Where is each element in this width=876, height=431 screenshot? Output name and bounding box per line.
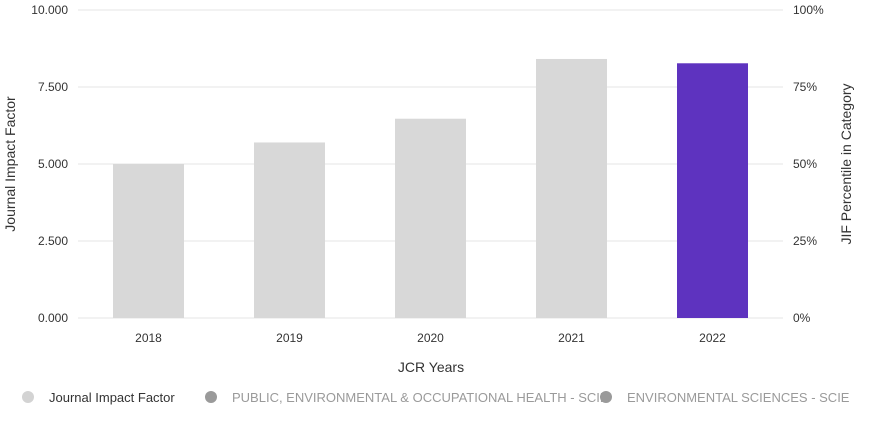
bar-2021[interactable] bbox=[536, 58, 607, 319]
legend-dot-icon bbox=[600, 391, 612, 403]
x-tick-label: 2021 bbox=[558, 331, 585, 345]
bar-2020[interactable] bbox=[395, 118, 466, 318]
y-right-tick-label: 0% bbox=[793, 311, 811, 325]
y-right-tick-label: 50% bbox=[793, 157, 817, 171]
y-tick-label: 5.000 bbox=[38, 157, 68, 171]
y-right-tick-label: 75% bbox=[793, 80, 817, 94]
legend-dot-icon bbox=[205, 391, 217, 403]
y-axis-right-label: JIF Percentile in Category bbox=[838, 83, 854, 244]
y-right-tick-label: 25% bbox=[793, 234, 817, 248]
legend-item-public-environmental-occupational-health[interactable]: PUBLIC, ENVIRONMENTAL & OCCUPATIONAL HEA… bbox=[205, 386, 609, 408]
y-tick-label: 0.000 bbox=[38, 311, 68, 325]
y-right-tick-label: 100% bbox=[793, 3, 824, 17]
x-tick-label: 2020 bbox=[417, 331, 444, 345]
x-axis-ticks: 2018 2019 2020 2021 2022 bbox=[135, 331, 726, 345]
x-tick-label: 2022 bbox=[699, 331, 726, 345]
legend-label: Journal Impact Factor bbox=[49, 389, 175, 405]
x-axis-label: JCR Years bbox=[398, 359, 464, 375]
legend-item-environmental-sciences[interactable]: ENVIRONMENTAL SCIENCES - SCIE bbox=[600, 386, 849, 408]
x-tick-label: 2018 bbox=[135, 331, 162, 345]
y-tick-label: 2.500 bbox=[38, 234, 68, 248]
y-axis-left-label: Journal Impact Factor bbox=[2, 96, 18, 232]
legend-label: PUBLIC, ENVIRONMENTAL & OCCUPATIONAL HEA… bbox=[232, 389, 609, 405]
y-tick-label: 7.500 bbox=[38, 80, 68, 94]
y-axis-left-ticks: 0.000 2.500 5.000 7.500 10.000 bbox=[31, 3, 68, 325]
bar-2022[interactable] bbox=[677, 63, 748, 319]
x-tick-label: 2019 bbox=[276, 331, 303, 345]
legend: Journal Impact Factor PUBLIC, ENVIRONMEN… bbox=[0, 386, 876, 408]
bar-2018[interactable] bbox=[113, 164, 184, 318]
bars bbox=[113, 58, 748, 319]
bar-2019[interactable] bbox=[254, 142, 325, 318]
jif-bar-chart: 0.000 2.500 5.000 7.500 10.000 0% 25% 50% 75% 10… bbox=[2, 3, 854, 375]
y-axis-right-ticks: 0% 25% 50% 75% 100% bbox=[793, 3, 824, 325]
legend-item-journal-impact-factor[interactable]: Journal Impact Factor bbox=[22, 386, 175, 408]
y-tick-label: 10.000 bbox=[31, 3, 68, 17]
legend-label: ENVIRONMENTAL SCIENCES - SCIE bbox=[627, 389, 850, 405]
legend-dot-icon bbox=[22, 391, 34, 403]
